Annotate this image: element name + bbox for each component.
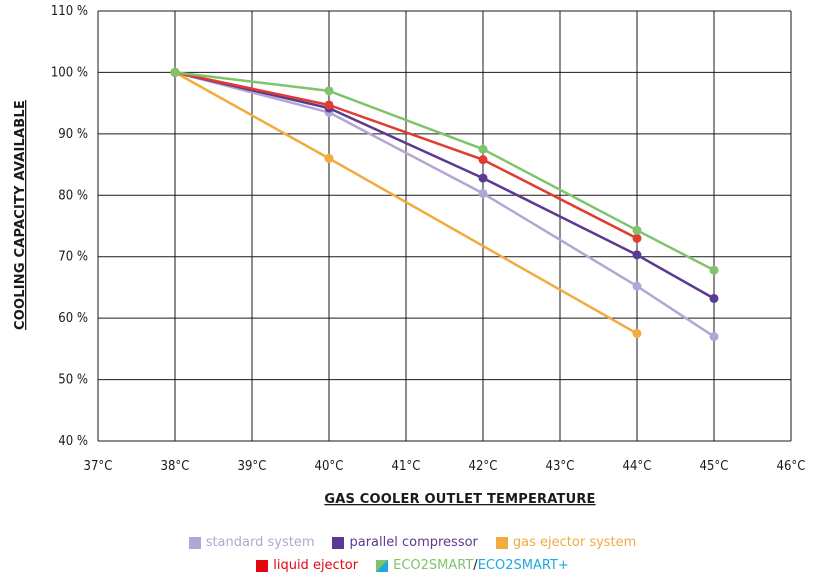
legend-swatch xyxy=(256,559,269,572)
data-point xyxy=(324,153,334,163)
data-point xyxy=(324,86,334,96)
series-parallel-compressor xyxy=(170,67,719,303)
series-line xyxy=(174,71,638,240)
legend-row-1: standard system parallel compressor gas … xyxy=(0,535,825,550)
x-tick-label: 40°C xyxy=(315,459,344,474)
legend-item-liquid-ejector: liquid ejector xyxy=(256,558,358,573)
data-point xyxy=(632,233,642,243)
data-point xyxy=(478,173,488,183)
data-point xyxy=(632,281,642,291)
legend-swatch xyxy=(495,536,508,549)
y-tick-label: 100 % xyxy=(51,65,88,80)
x-tick-label: 45°C xyxy=(700,459,729,474)
x-tick-label: 37°C xyxy=(84,459,113,474)
x-tick-label: 44°C xyxy=(623,459,652,474)
data-point xyxy=(478,188,488,198)
x-tick-label: 38°C xyxy=(161,459,190,474)
y-tick-label: 40 % xyxy=(58,434,88,449)
legend-label-eco2smart: ECO2SMART xyxy=(393,558,474,573)
y-tick-label: 110 % xyxy=(51,4,88,19)
y-tick-label: 80 % xyxy=(58,188,88,203)
y-tick-label: 50 % xyxy=(58,373,88,388)
y-axis-ticks: 40 % 50 % 60 % 70 % 80 % 90 % 100 % 110 % xyxy=(51,4,88,449)
x-axis-ticks: 37°C 38°C 39°C 40°C 41°C 42°C 43°C 44°C 45°C 46°C xyxy=(84,459,806,474)
y-tick-label: 60 % xyxy=(58,311,88,326)
x-tick-label: 46°C xyxy=(777,459,806,474)
x-tick-label: 39°C xyxy=(238,459,267,474)
series-lines xyxy=(170,67,719,342)
data-point xyxy=(709,332,719,342)
y-tick-label: 90 % xyxy=(58,127,88,142)
x-tick-label: 41°C xyxy=(392,459,421,474)
data-point xyxy=(170,67,180,77)
legend-label: standard system xyxy=(205,535,315,550)
data-point xyxy=(324,100,334,110)
legend-label: ECO2SMART/ECO2SMART+ xyxy=(393,558,569,573)
legend-item-eco2smart: ECO2SMART/ECO2SMART+ xyxy=(376,558,569,573)
x-tick-label: 42°C xyxy=(469,459,498,474)
data-point xyxy=(632,329,642,338)
x-tick-label: 43°C xyxy=(546,459,575,474)
series-line xyxy=(174,71,715,300)
legend-item-gas-ejector-system: gas ejector system xyxy=(495,535,637,550)
x-axis-title: GAS COOLER OUTLET TEMPERATURE xyxy=(324,492,595,507)
series-standard-system xyxy=(170,67,719,342)
data-point xyxy=(632,225,642,235)
legend-row-2: liquid ejector ECO2SMART/ECO2SMART+ xyxy=(0,558,825,573)
legend-item-standard-system: standard system xyxy=(188,535,315,550)
legend-swatch xyxy=(376,559,389,572)
legend-label: liquid ejector xyxy=(273,558,359,573)
data-point xyxy=(632,250,642,260)
data-point xyxy=(478,155,488,165)
series-eco2smart-eco2smart xyxy=(170,67,719,275)
legend-label: gas ejector system xyxy=(512,535,637,550)
legend-swatch xyxy=(332,536,345,549)
data-point xyxy=(709,265,719,275)
legend-label-separator: / xyxy=(473,558,478,573)
y-axis-title: COOLING CAPACITY AVAILABLE xyxy=(13,100,28,330)
legend-label-eco2smart-plus: ECO2SMART+ xyxy=(477,558,569,573)
grid xyxy=(97,10,792,442)
series-line xyxy=(174,71,715,338)
legend-swatch xyxy=(188,536,201,549)
data-point xyxy=(478,144,488,154)
y-tick-label: 70 % xyxy=(58,250,88,265)
data-point xyxy=(709,293,719,303)
legend-label: parallel compressor xyxy=(349,535,478,550)
legend-item-parallel-compressor: parallel compressor xyxy=(332,535,478,550)
